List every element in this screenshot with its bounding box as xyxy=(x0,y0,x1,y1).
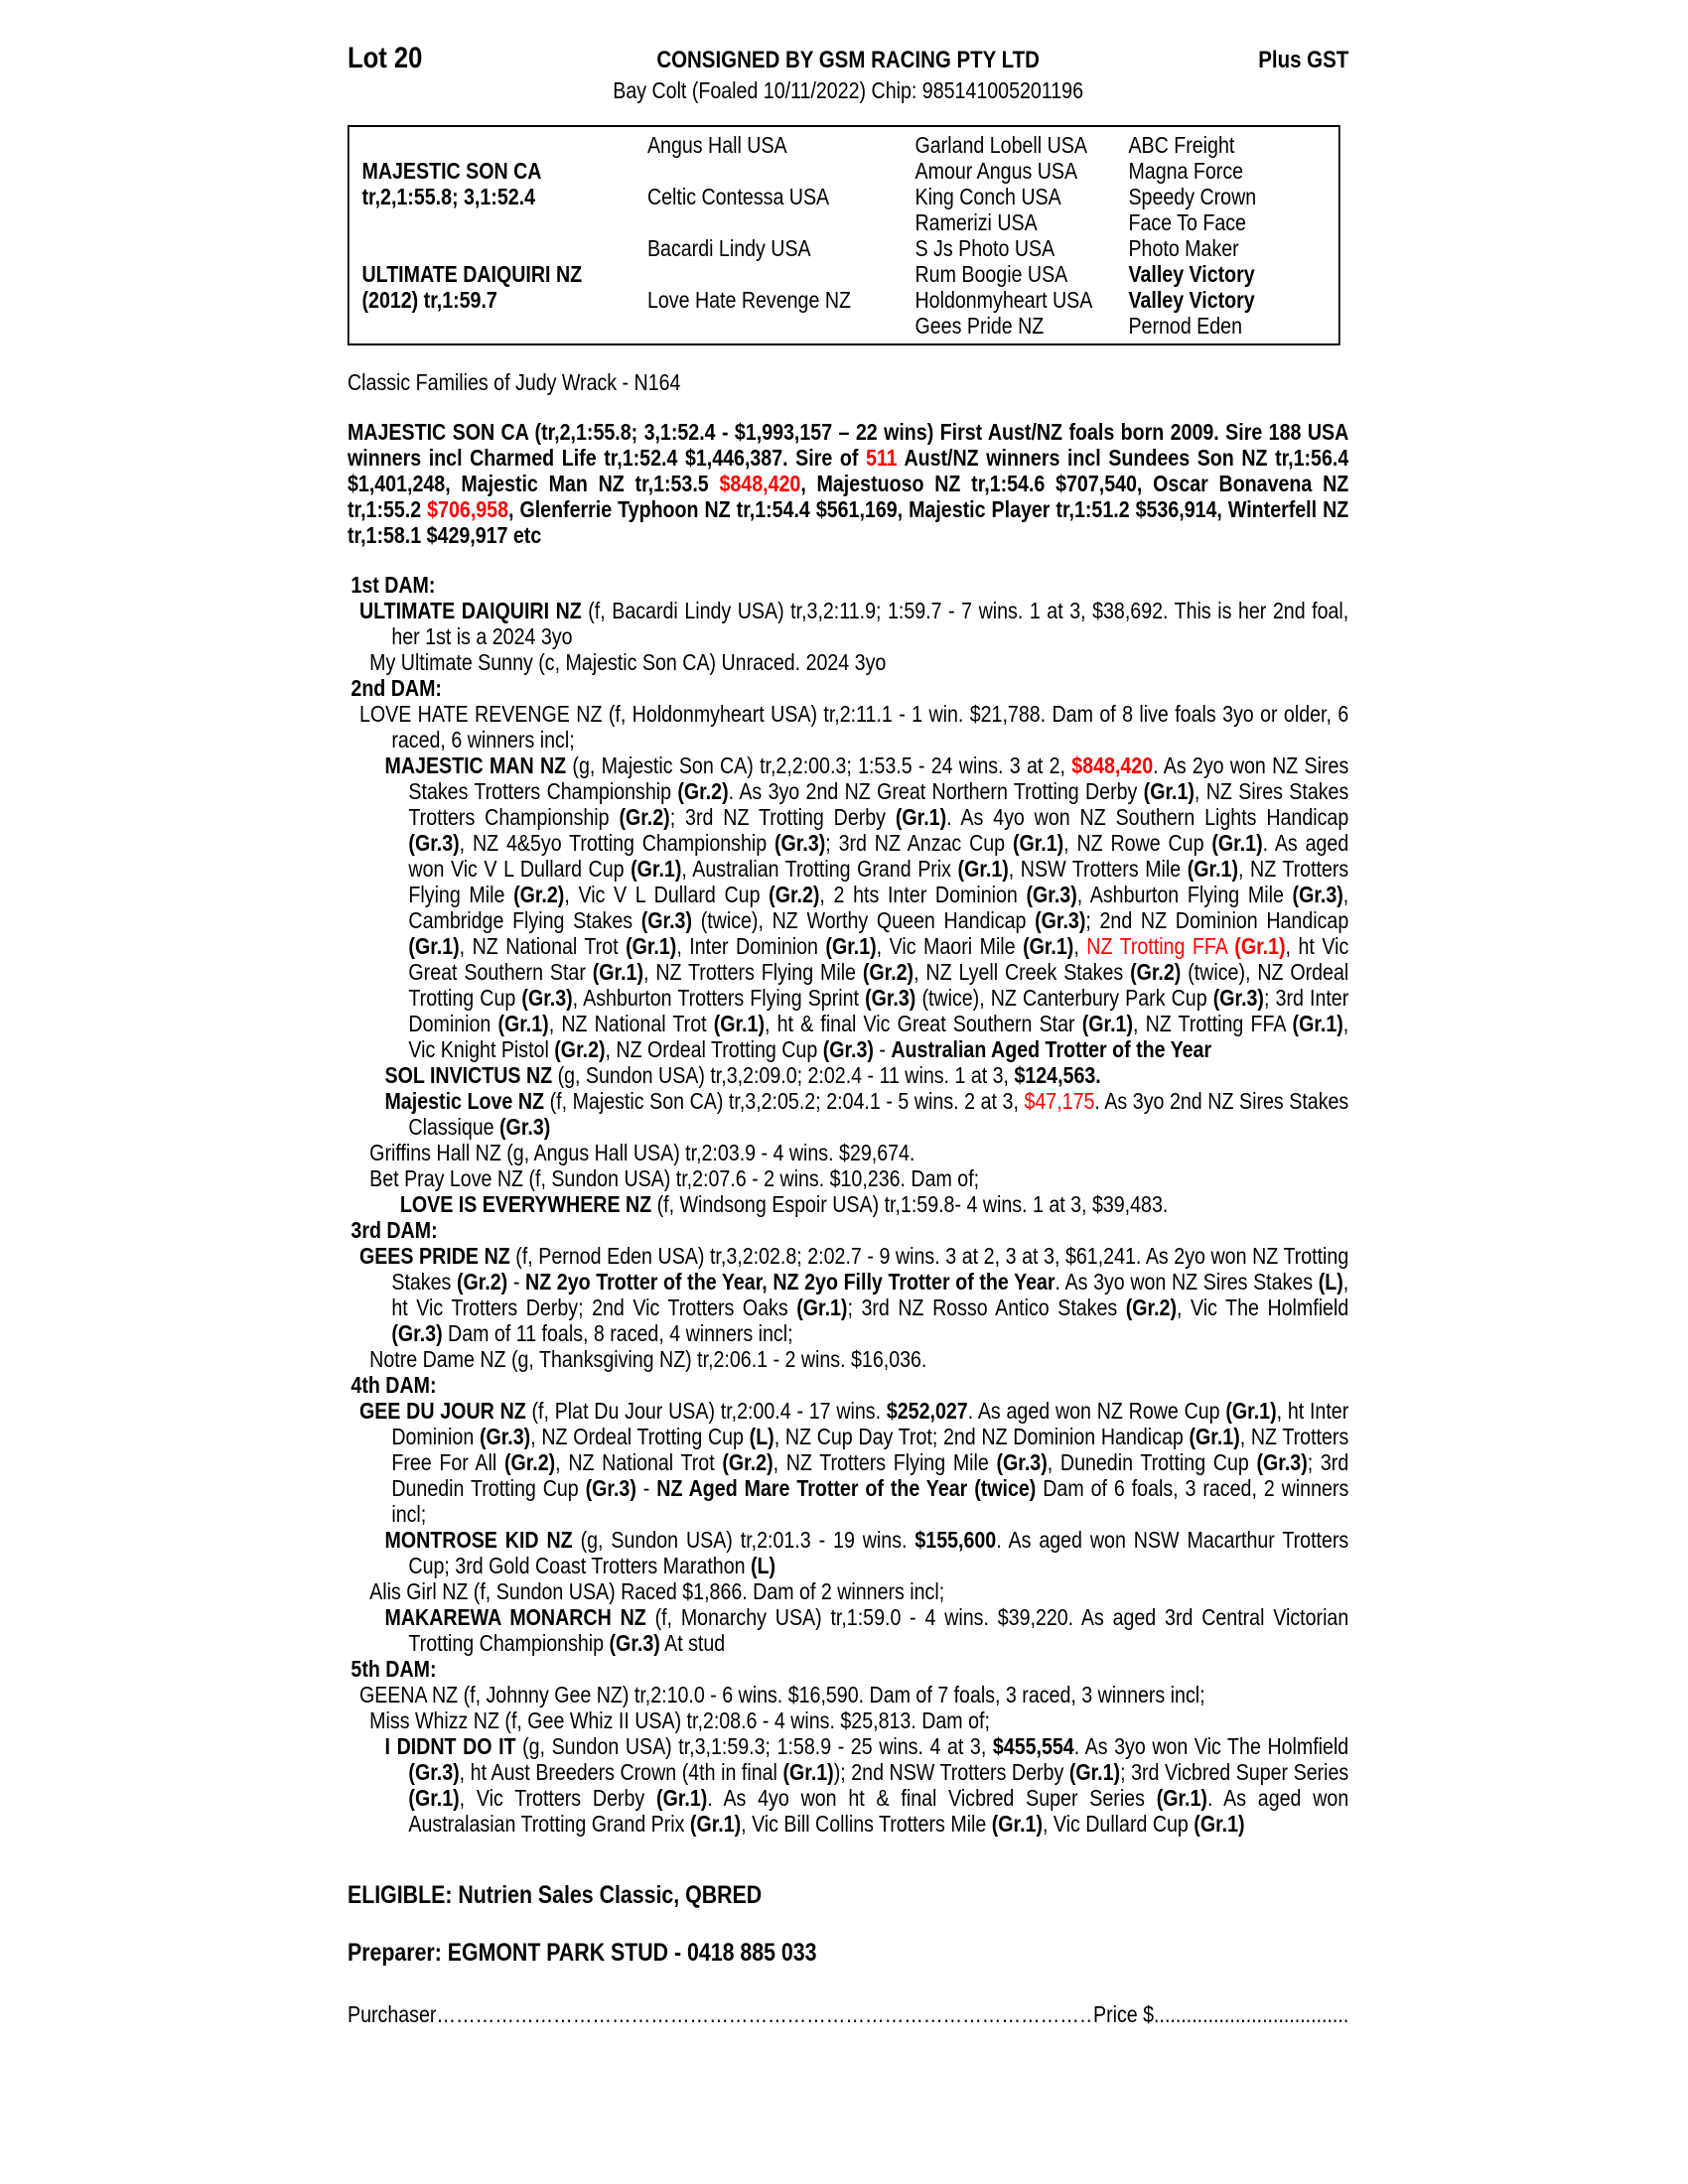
price-label: Price $ xyxy=(1092,2001,1155,2027)
geena: GEENA NZ (f, Johnny Gee NZ) tr,2:10.0 - … xyxy=(358,1682,1205,1707)
pedigree-cell: Rum Boogie USA xyxy=(914,261,1068,287)
notre-dame: Notre Dame NZ (g, Thanksgiving NZ) tr,2:… xyxy=(369,1346,927,1372)
pedigree-cell xyxy=(647,209,915,235)
pedigree-cell: tr,2,1:55.8; 3,1:52.4 xyxy=(361,184,536,209)
pedigree-row: Bacardi Lindy USA S Js Photo USA Photo Mak… xyxy=(350,235,1338,261)
pedigree-cell: Ramerizi USA xyxy=(914,209,1038,235)
pedigree-cell: ULTIMATE DAIQUIRI NZ xyxy=(361,261,583,287)
pedigree-cell: Gees Pride NZ xyxy=(914,313,1045,339)
pedigree-row: Angus Hall USA Garland Lobell USA ABC Frei… xyxy=(350,132,1338,158)
price-dotted-leader: ........................................… xyxy=(1154,2001,1349,2027)
pedigree-cell: King Conch USA xyxy=(914,184,1061,209)
montrose-kid: MONTROSE KID NZ (g, Sundon USA) tr,2:01.… xyxy=(384,1527,1349,1578)
miss-whizz: Miss Whizz NZ (f, Gee Whiz II USA) tr,2:… xyxy=(369,1707,990,1733)
pedigree-cell: Bacardi Lindy USA xyxy=(646,235,811,261)
pedigree-row: Gees Pride NZ Pernod Eden xyxy=(350,313,1338,339)
pedigree-cell: Celtic Contessa USA xyxy=(646,184,830,209)
pedigree-row: (2012) tr,1:59.7 Love Hate Revenge NZ Hold… xyxy=(350,287,1338,313)
pedigree-cell: MAJESTIC SON CA xyxy=(361,158,542,184)
pedigree-cell: Photo Maker xyxy=(1128,235,1239,261)
pedigree-cell: Valley Victory xyxy=(1128,287,1255,313)
heading-5th-dam: 5th DAM: xyxy=(351,1656,437,1682)
pedigree-cell: Magna Force xyxy=(1128,158,1244,184)
lot-number: Lot 20 xyxy=(348,42,423,74)
pedigree-cell: Face To Face xyxy=(1128,209,1246,235)
pedigree-row: MAJESTIC SON CA Amour Angus USA Magna Forc… xyxy=(350,158,1338,184)
pedigree-cell: Holdonmyheart USA xyxy=(914,287,1093,313)
i-didnt-do-it: I DIDNT DO IT (g, Sundon USA) tr,3,1:59.… xyxy=(384,1733,1349,1837)
gees-pride: GEES PRIDE NZ (f, Pernod Eden USA) tr,3,… xyxy=(358,1243,1349,1346)
purchaser-line: Purchaser…………………………………………………………………………………… xyxy=(348,2001,1348,2027)
pedigree-cell: Amour Angus USA xyxy=(914,158,1078,184)
sire-summary: MAJESTIC SON CA (tr,2,1:55.8; 3,1:52.4 -… xyxy=(348,419,1349,548)
purchaser-dotted-leader: …………………………………………………………………………………………………………… xyxy=(436,2001,1093,2027)
pedigree-cell xyxy=(647,158,915,184)
catalog-page: Lot 20 CONSIGNED BY GSM RACING PTY LTD P… xyxy=(348,42,1349,2027)
pedigree-cell: S Js Photo USA xyxy=(914,235,1055,261)
my-ultimate-sunny: My Ultimate Sunny (c, Majestic Son CA) U… xyxy=(369,649,887,675)
alis-girl: Alis Girl NZ (f, Sundon USA) Raced $1,86… xyxy=(369,1578,945,1604)
love-hate-revenge: LOVE HATE REVENGE NZ (f, Holdonmyheart U… xyxy=(358,701,1349,752)
pedigree-cell: Angus Hall USA xyxy=(646,132,787,158)
makarewa-monarch: MAKAREWA MONARCH NZ (f, Monarchy USA) tr… xyxy=(384,1604,1349,1656)
majestic-man: MAJESTIC MAN NZ (g, Majestic Son CA) tr,… xyxy=(384,752,1349,1062)
family-line: Classic Families of Judy Wrack - N164 xyxy=(348,369,681,395)
pedigree-cell xyxy=(647,313,915,339)
pedigree-cell xyxy=(350,209,647,235)
eligibility-line: ELIGIBLE: Nutrien Sales Classic, QBRED xyxy=(348,1881,763,1909)
pedigree-table: Angus Hall USA Garland Lobell USA ABC Frei… xyxy=(348,125,1340,345)
pedigree-cell: ABC Freight xyxy=(1128,132,1235,158)
pedigree-cell xyxy=(350,313,647,339)
heading-3rd-dam: 3rd DAM: xyxy=(351,1217,438,1243)
heading-4th-dam: 4th DAM: xyxy=(351,1372,437,1398)
preparer-line: Preparer: EGMONT PARK STUD - 0418 885 03… xyxy=(348,1939,817,1967)
pedigree-cell: Garland Lobell USA xyxy=(914,132,1087,158)
sol-invictus: SOL INVICTUS NZ (g, Sundon USA) tr,3,2:0… xyxy=(384,1062,1101,1088)
majestic-love: Majestic Love NZ (f, Majestic Son CA) tr… xyxy=(384,1088,1349,1140)
pedigree-row: Ramerizi USA Face To Face xyxy=(350,209,1338,235)
love-is-everywhere: LOVE IS EVERYWHERE NZ (f, Windsong Espoi… xyxy=(399,1191,1169,1217)
gst-note: Plus GST xyxy=(1258,47,1349,73)
pedigree-cell: (2012) tr,1:59.7 xyxy=(361,287,497,313)
bet-pray-love: Bet Pray Love NZ (f, Sundon USA) tr,2:07… xyxy=(369,1165,980,1191)
pedigree-text: Classic Families of Judy Wrack - N164 MAJ… xyxy=(348,369,1348,1837)
heading-1st-dam: 1st DAM: xyxy=(351,572,436,598)
purchaser-label: Purchaser xyxy=(348,2001,437,2027)
pedigree-cell: Speedy Crown xyxy=(1128,184,1257,209)
heading-2nd-dam: 2nd DAM: xyxy=(351,675,442,701)
pedigree-cell: Pernod Eden xyxy=(1128,313,1243,339)
horse-description: Bay Colt (Foaled 10/11/2022) Chip: 98514… xyxy=(613,77,1084,103)
griffins-hall: Griffins Hall NZ (g, Angus Hall USA) tr,… xyxy=(369,1140,915,1165)
page-header: Lot 20 CONSIGNED BY GSM RACING PTY LTD P… xyxy=(348,42,1349,74)
pedigree-row: ULTIMATE DAIQUIRI NZ Rum Boogie USA Valley… xyxy=(350,261,1338,287)
pedigree-row: tr,2,1:55.8; 3,1:52.4 Celtic Contessa USA… xyxy=(350,184,1338,209)
pedigree-cell xyxy=(647,261,915,287)
pedigree-cell: Valley Victory xyxy=(1128,261,1255,287)
pedigree-cell: Love Hate Revenge NZ xyxy=(646,287,851,313)
pedigree-cell xyxy=(350,235,647,261)
ultimate-daiquiri: ULTIMATE DAIQUIRI NZ (f, Bacardi Lindy U… xyxy=(358,598,1349,649)
pedigree-cell xyxy=(350,132,647,158)
gee-du-jour: GEE DU JOUR NZ (f, Plat Du Jour USA) tr,… xyxy=(358,1398,1349,1527)
consignor-title: CONSIGNED BY GSM RACING PTY LTD xyxy=(656,47,1040,73)
